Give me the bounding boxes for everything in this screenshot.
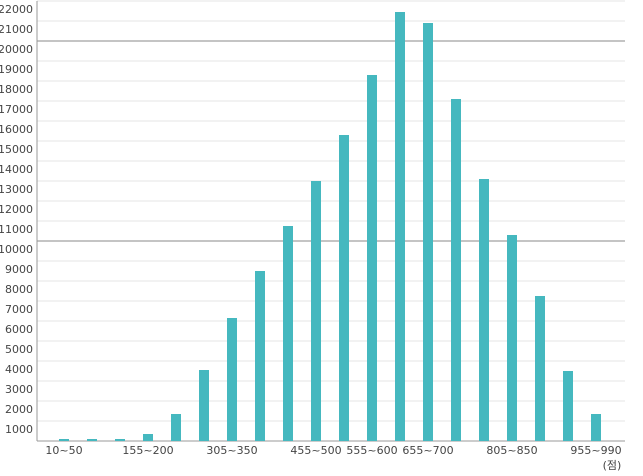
bar [115, 439, 125, 441]
y-tick-label: 2000 [5, 403, 33, 416]
y-tick-label: 14000 [0, 163, 33, 176]
bar [143, 434, 153, 441]
y-tick-label: 13000 [0, 183, 33, 196]
bar [423, 23, 433, 441]
x-unit: (점) [603, 459, 622, 472]
y-tick-label: 16000 [0, 123, 33, 136]
y-tick-label: 1000 [5, 423, 33, 436]
y-tick-label: 5000 [5, 343, 33, 356]
bar [283, 226, 293, 441]
x-tick-label: 955~990 [570, 444, 621, 457]
x-tick-label: 805~850 [486, 444, 537, 457]
bar [535, 296, 545, 441]
y-tick-label: 3000 [5, 383, 33, 396]
y-tick-label: 6000 [5, 323, 33, 336]
bar [87, 439, 97, 441]
x-tick-label: 305~350 [206, 444, 257, 457]
y-tick-label: 18000 [0, 83, 33, 96]
bar [227, 318, 237, 441]
x-tick-label: 555~600 [346, 444, 397, 457]
bar [59, 439, 69, 441]
y-tick-label: 4000 [5, 363, 33, 376]
x-tick-label: 10~50 [45, 444, 82, 457]
bar [395, 12, 405, 441]
y-tick-label: 8000 [5, 283, 33, 296]
y-tick-label: 17000 [0, 103, 33, 116]
bar [591, 414, 601, 441]
bar [563, 371, 573, 441]
y-tick-label: 20000 [0, 43, 33, 56]
bar [311, 181, 321, 441]
y-tick-label: 15000 [0, 143, 33, 156]
x-tick-label: 655~700 [402, 444, 453, 457]
y-tick-label: 9000 [5, 263, 33, 276]
bar [255, 271, 265, 441]
y-tick-label: 19000 [0, 63, 33, 76]
y-tick-label: 21000 [0, 23, 33, 36]
y-tick-label: 10000 [0, 243, 33, 256]
bar [171, 414, 181, 441]
y-tick-label: 11000 [0, 223, 33, 236]
bar [507, 235, 517, 441]
bar [339, 135, 349, 441]
bar [367, 75, 377, 441]
y-tick-label: 12000 [0, 203, 33, 216]
bar [451, 99, 461, 441]
y-tick-label: 7000 [5, 303, 33, 316]
bar [479, 179, 489, 441]
x-tick-label: 155~200 [122, 444, 173, 457]
bar [199, 370, 209, 441]
y-tick-label: 22000 [0, 3, 33, 16]
x-tick-label: 455~500 [290, 444, 341, 457]
